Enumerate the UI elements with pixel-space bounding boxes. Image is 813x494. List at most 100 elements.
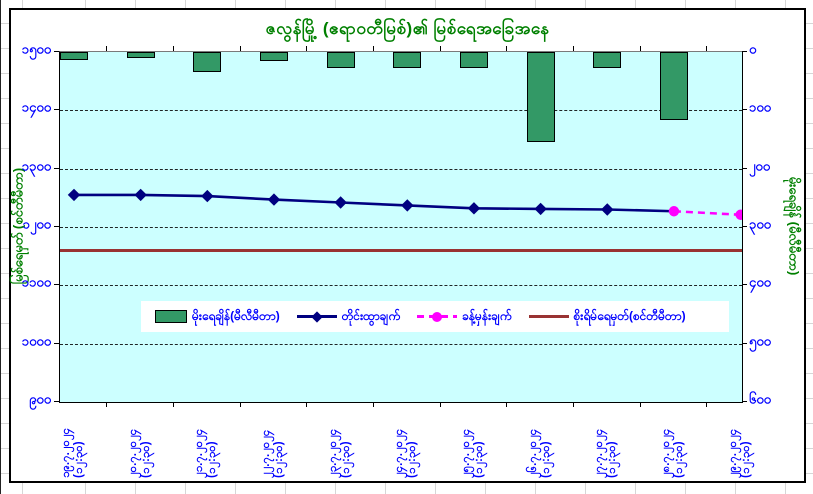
legend-item-rainfall: မိုးရေချိန်(မီလီမီတာ) [155,308,280,326]
measured-line-swatch-icon [296,310,337,323]
top-axis-tickmark [106,46,108,51]
bottom-axis-tickmark [306,402,308,407]
measured-marker-diamond [401,199,414,212]
x-axis-label-line: ၁၉.၇.၂၀၂၄ [60,427,72,478]
x-axis-label-line: ၂၁.၇.၂၀၂၄ [193,428,206,478]
legend-label: စိုးရိမ်ရေမှတ်(စင်တီမီတာ) [573,308,686,323]
right-axis-tick-label: ၄၀၀ [749,274,771,290]
x-axis-label: ၂၁.၇.၂၀၂၄ (၁၂:၃၀) [193,402,219,478]
right-axis-tick-label: ၁၀၀ [749,99,771,115]
x-axis-label-line: (၁၂:၃၀) [139,441,152,478]
right-axis-tickmark [742,401,747,402]
bottom-axis-tickmark [372,402,374,407]
bottom-axis-tickmark [439,402,441,407]
rain-bar [659,52,688,121]
bottom-axis-tickmark [506,402,508,407]
legend-label: ခန့်မှန်းချက် [462,308,512,323]
x-axis-label-line: (၁၂:၃၀) [539,441,552,478]
top-axis-tickmark [506,46,508,51]
x-axis-label: ၂၉.၇.၂၀၂၄ (၁၂:၃၀) [727,402,753,478]
x-axis-label: ၂၄.၇.၂၀၂၄ (၁၂:၃၀) [393,402,419,478]
x-axis-label-line: (၁၂:၃၀) [206,441,219,478]
x-axis-label-line: (၁၂:၃၀) [472,441,485,478]
bottom-axis-tickmark [706,402,708,407]
bottom-axis-tickmark [572,402,574,407]
top-axis-tickmark [439,46,441,51]
right-axis-tick-label: ၀ [749,41,757,57]
right-axis-tickmark [742,51,747,52]
top-axis-tickmark [706,46,708,51]
right-axis-tickmark [742,226,747,227]
diamond-marker-icon [311,310,323,323]
right-axis-tickmark [742,167,747,169]
rain-bar [459,52,488,68]
top-axis-tickmark [639,46,641,51]
danger-level-line [60,249,742,253]
x-axis-label-line: (၁၂:၃၀) [739,441,752,478]
major-gridline [60,285,742,287]
left-axis-tick-label: ၁၅၀၀ [21,41,51,57]
measured-marker-diamond [467,202,481,215]
x-axis-label: ၂၀.၇.၂၀၂၄ (၁၂:၃၀) [127,402,153,478]
rain-bar [259,52,288,62]
top-axis-tickmark [239,46,241,51]
chart-frame: ဇလွန်မြို့ (ဧရာဝတီမြစ်)၏ မြစ်ရေအခြေအနေ မ… [9,8,806,483]
measured-marker-diamond [201,189,214,203]
major-gridline [60,227,742,228]
left-axis-tick-label: ၁၀၀၀ [21,333,51,349]
right-axis-tick-label: ၅၀၀ [749,333,771,349]
right-axis-tick-label: ၂၀၀ [749,158,771,174]
right-axis-tickmark [742,342,747,344]
major-gridline [60,343,742,345]
right-axis-tick-label: ၆၀၀ [749,391,771,407]
right-axis-tickmark [742,284,747,286]
x-axis-label-line: ၂၅.၇.၂၀၂၄ [459,428,472,478]
x-axis-label-line: (၁၂:၃၀) [672,441,685,478]
rain-bar [60,52,88,61]
left-axis-tickmark [54,226,59,227]
dot-marker-icon [432,311,443,322]
x-axis-label: ၂၇.၇.၂၀၂၄ (၁၂:၃၀) [593,402,619,478]
legend-item-forecast: ခန့်မှန်းချက် [417,308,512,326]
measured-marker-diamond [534,202,547,216]
left-axis-tickmark [54,342,59,344]
top-axis-tickmark [172,46,174,51]
x-axis-label-line: (၁၂:၃၀) [272,441,285,478]
left-axis-tick-label: ၉၀၀ [29,391,51,407]
legend-label: တိုင်းထွာချက် [341,308,401,323]
x-axis-label-line: (၁၂:၃၀) [406,441,419,478]
left-axis-tickmark [54,167,59,169]
rain-bar [593,52,622,69]
legend-item-measured: တိုင်းထွာချက် [296,308,401,326]
left-axis-tick-label: ၁၁၀၀ [21,274,51,290]
left-axis-tickmark [54,109,59,111]
left-axis-tick-label: ၁၂၀၀ [22,216,51,232]
chart-title: ဇလွန်မြို့ (ဧရာဝတီမြစ်)၏ မြစ်ရေအခြေအနေ [265,19,550,38]
left-axis-tick-label: ၁၄၀၀ [21,99,51,115]
x-axis-label-line: ၂၉.၇.၂၀၂၄ [726,428,739,478]
right-axis-tickmark [742,109,747,111]
rain-bar [126,52,155,59]
measured-marker-diamond [267,193,281,206]
x-axis-label: ၂၃.၇.၂၀၂၄ (၁၂:၃၀) [327,402,353,478]
x-axis-label-line: ၂၇.၇.၂၀၂၄ [593,428,606,478]
measured-marker-diamond [601,203,614,216]
top-axis-tickmark [572,46,574,51]
x-axis-label: ၂၅.၇.၂၀၂၄ (၁၂:၃၀) [460,402,486,478]
rainfall-bar-swatch-icon [155,310,187,323]
x-axis-label-line: ၂၂.၇.၂၀၂၄ [259,429,272,478]
x-axis-label: ၂၆.၇.၂၀၂၄ (၁၂:၃၀) [527,402,553,478]
major-gridline [60,168,742,170]
x-axis-label-line: (၁၂:၃၀) [606,441,619,478]
x-axis-label-line: ၂၈.၇.၂၀၂၄ [659,428,672,478]
x-axis-label: ၁၉.၇.၂၀၂၄ (၁၂:၃၀) [60,402,86,478]
legend-item-danger: စိုးရိမ်ရေမှတ်(စင်တီမီတာ) [528,308,686,326]
water-level-series-svg [67,188,742,220]
top-axis-tickmark [372,46,374,51]
forecast-line [673,209,741,217]
top-axis-tickmark [306,46,308,51]
forecast-marker-dot [735,209,742,220]
bottom-axis-tickmark [639,402,641,407]
bottom-axis-tickmark [106,402,108,407]
measured-marker-diamond [67,188,81,202]
